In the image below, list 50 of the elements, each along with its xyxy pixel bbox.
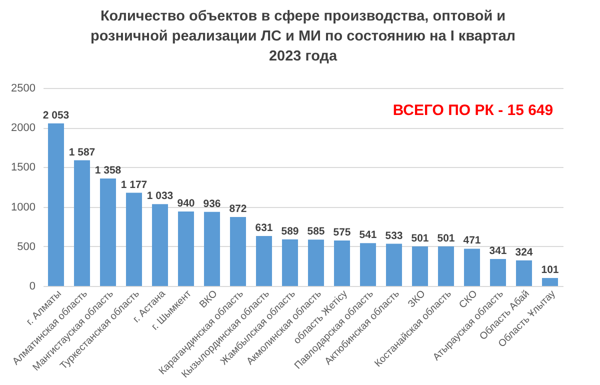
data-label: 1 177 — [120, 178, 148, 191]
data-label: 940 — [177, 198, 195, 210]
data-label: 1 033 — [146, 190, 174, 202]
data-label: 585 — [307, 226, 325, 238]
data-label: 872 — [229, 202, 247, 215]
bar — [204, 212, 220, 286]
data-label: 501 — [411, 232, 429, 244]
data-label: 324 — [515, 246, 533, 258]
text: 2023 года — [268, 48, 338, 64]
data-label: 471 — [463, 234, 481, 247]
data-label: 575 — [333, 226, 351, 238]
data-label: 101 — [541, 264, 559, 276]
bar — [282, 239, 298, 286]
bar — [100, 178, 116, 286]
bar — [308, 240, 324, 286]
y-tick-label: 1500 — [11, 162, 36, 174]
bar — [490, 258, 506, 286]
y-tick-label: 2500 — [11, 82, 36, 94]
bar — [48, 123, 64, 286]
bar — [464, 248, 480, 286]
bar — [126, 192, 142, 286]
data-label: 501 — [437, 232, 455, 244]
y-tick-label: 1000 — [11, 201, 36, 214]
data-label: 1 358 — [94, 164, 122, 176]
bar — [516, 260, 532, 286]
bar — [542, 278, 558, 286]
annotation: ВСЕГО ПО РК - 15 649 — [392, 102, 554, 119]
data-label: 936 — [203, 198, 221, 210]
data-label: 2 053 — [42, 109, 70, 122]
bar — [152, 204, 168, 286]
text: розничной реализации ЛС и МИ по состоянию на I квартал — [90, 28, 516, 44]
data-label: 589 — [281, 225, 299, 238]
data-label: 341 — [489, 244, 507, 257]
data-label: 533 — [385, 230, 403, 242]
bar — [386, 244, 402, 286]
bar — [334, 240, 350, 286]
data-label: 1 587 — [68, 146, 96, 158]
y-tick-label: 500 — [17, 240, 36, 253]
data-label: 541 — [359, 229, 377, 242]
bar — [438, 246, 454, 286]
bar — [256, 236, 272, 286]
bar — [178, 212, 194, 286]
text: Количество объектов в сфере производства, оптовой и — [100, 8, 506, 24]
bar — [74, 160, 90, 286]
y-tick-label: 0 — [29, 280, 36, 292]
y-tick-label: 2000 — [11, 122, 36, 134]
bar — [230, 216, 246, 286]
bar — [412, 246, 428, 286]
bar — [360, 243, 376, 286]
data-label: 631 — [255, 222, 273, 234]
